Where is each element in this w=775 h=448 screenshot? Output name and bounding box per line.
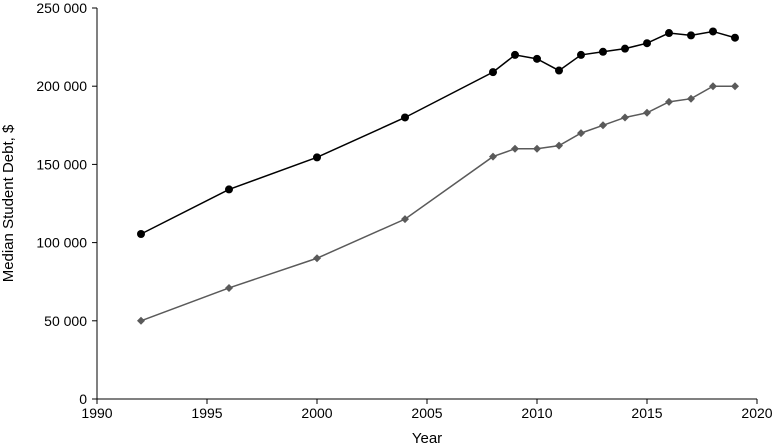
series-1 — [137, 27, 739, 238]
y-axis-title: Median Student Debt, $ — [0, 124, 17, 282]
x-tick-label: 2020 — [741, 405, 772, 421]
data-point — [533, 54, 541, 63]
x-tick-label: 1990 — [81, 405, 112, 421]
x-axis-title: Year — [412, 430, 442, 447]
data-point — [401, 215, 409, 224]
x-tick-label: 2010 — [521, 405, 552, 421]
data-point — [489, 152, 497, 161]
data-point — [709, 82, 717, 91]
x-tick-label: 2000 — [301, 405, 332, 421]
y-tick-label: 0 — [79, 391, 87, 407]
data-point — [225, 185, 233, 194]
y-axis: 0 50 000 100 000 150 000 200 000 250 000 — [36, 0, 98, 407]
x-tick-label: 2005 — [411, 405, 442, 421]
data-point — [225, 283, 233, 292]
data-point — [621, 113, 629, 122]
data-point — [731, 33, 739, 42]
data-point — [555, 141, 563, 150]
series-line — [140, 30, 736, 235]
data-point — [137, 316, 145, 325]
data-point — [621, 44, 629, 53]
data-point — [643, 108, 651, 117]
data-point — [489, 68, 497, 77]
series-layer — [137, 27, 739, 325]
data-point — [665, 97, 673, 106]
y-tick-label: 200 000 — [36, 78, 87, 94]
data-point — [533, 144, 541, 153]
data-point — [401, 113, 409, 122]
y-tick-label: 150 000 — [36, 156, 87, 172]
y-tick-label: 100 000 — [36, 235, 87, 251]
data-point — [731, 82, 739, 91]
data-point — [687, 94, 695, 103]
x-tick-label: 1995 — [191, 405, 222, 421]
data-point — [599, 121, 607, 130]
data-point — [599, 47, 607, 56]
series-line — [140, 85, 735, 322]
data-point — [511, 144, 519, 153]
data-point — [665, 29, 673, 38]
data-point — [577, 129, 585, 138]
data-point — [313, 254, 321, 263]
data-point — [577, 50, 585, 59]
data-point — [643, 39, 651, 48]
x-axis: 1990 1995 2000 2005 2010 2015 2020 — [81, 398, 773, 421]
data-point — [709, 27, 717, 36]
data-point — [511, 50, 519, 59]
data-point — [555, 66, 563, 75]
y-tick-label: 50 000 — [44, 313, 87, 329]
data-point — [137, 229, 145, 238]
data-point — [687, 31, 695, 40]
data-point — [313, 153, 321, 162]
series-2 — [137, 82, 739, 325]
y-tick-label: 250 000 — [36, 0, 87, 16]
x-tick-label: 2015 — [631, 405, 662, 421]
